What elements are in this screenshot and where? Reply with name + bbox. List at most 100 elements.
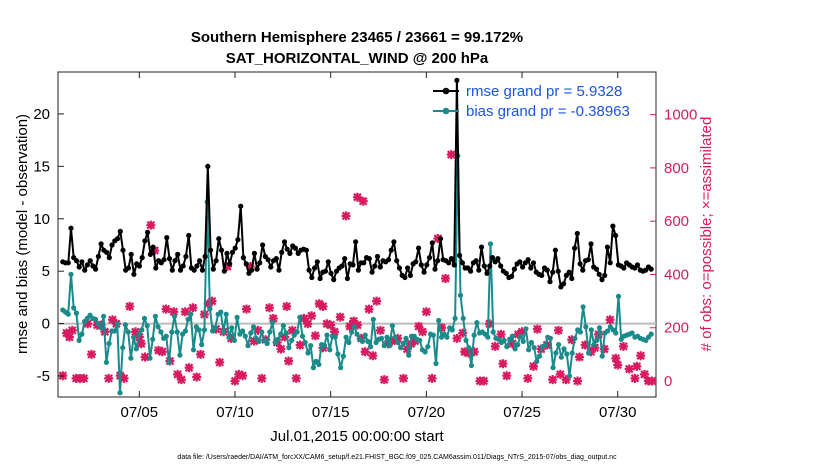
obs-marker <box>580 340 590 350</box>
rmse-point <box>114 236 121 242</box>
rmse-point <box>446 260 452 266</box>
x-tick-label: 07/05 <box>121 404 159 421</box>
obs-marker <box>157 347 167 357</box>
rmse-point <box>166 256 173 262</box>
rmse-point <box>309 274 315 281</box>
obs-marker <box>280 332 290 342</box>
rmse-point <box>183 253 189 260</box>
obs-marker <box>341 211 351 221</box>
obs-marker <box>479 376 489 386</box>
bias-point <box>335 351 341 357</box>
obs-marker <box>125 301 135 311</box>
bias-point <box>368 344 374 350</box>
bias-point <box>289 337 295 343</box>
bias-point <box>283 330 289 336</box>
obs-marker <box>427 373 437 383</box>
rmse-point <box>596 271 602 277</box>
obs-marker <box>605 315 615 325</box>
rmse-point <box>76 264 82 270</box>
obs-marker <box>307 311 317 321</box>
bias-point <box>152 313 158 319</box>
rmse-point <box>566 269 572 275</box>
rmse-point <box>648 266 654 272</box>
bias-point <box>182 328 188 334</box>
rmse-point <box>303 247 309 253</box>
rmse-point <box>238 203 244 209</box>
left-y-tick-label: 20 <box>33 106 50 123</box>
obs-marker <box>636 351 646 361</box>
rmse-point <box>205 163 211 169</box>
obs-marker <box>330 327 340 337</box>
bias-point <box>536 353 543 359</box>
obs-marker <box>310 331 320 341</box>
x-tick-label: 07/25 <box>503 404 541 421</box>
bias-point <box>324 332 330 338</box>
bias-point <box>299 333 306 339</box>
left-y-tick-label: -5 <box>37 368 50 385</box>
bias-point <box>141 315 148 321</box>
obs-marker <box>291 373 301 383</box>
rmse-point <box>169 267 175 273</box>
bias-point <box>586 350 592 356</box>
rmse-point <box>191 267 197 273</box>
right-y-tick-label: 0 <box>664 373 672 390</box>
bias-point <box>596 325 603 331</box>
bias-point <box>308 343 314 349</box>
rmse-point <box>235 237 241 243</box>
obs-marker <box>532 324 542 334</box>
rmse-point <box>366 256 372 262</box>
obs-marker <box>463 348 473 358</box>
obs-marker <box>299 313 309 323</box>
bias-point <box>286 345 292 351</box>
obs-marker <box>161 304 171 314</box>
bias-point <box>351 324 357 330</box>
rmse-point <box>377 264 383 270</box>
obs-marker <box>352 320 362 330</box>
bias-point <box>487 241 494 247</box>
rmse-point <box>577 261 583 267</box>
x-axis-label: Jul.01,2015 00:00:00 start <box>270 428 444 445</box>
rmse-point <box>131 271 137 277</box>
bias-point <box>615 293 622 299</box>
rmse-point <box>481 263 487 269</box>
obs-marker <box>418 327 428 337</box>
rmse-point <box>117 228 123 234</box>
bias-point <box>207 306 213 312</box>
x-tick-label: 07/20 <box>408 404 446 421</box>
bias-point <box>201 327 207 333</box>
obs-marker <box>295 340 305 350</box>
rmse-point <box>128 251 134 257</box>
rmse-point <box>331 277 337 283</box>
bias-point <box>365 338 371 344</box>
obs-marker <box>421 307 431 317</box>
obs-marker <box>83 319 93 329</box>
rmse-point <box>125 265 132 271</box>
rmse-point <box>120 247 126 253</box>
rmse-point <box>391 239 397 245</box>
bias-point <box>531 345 537 351</box>
rmse-point <box>342 256 348 262</box>
bias-point <box>613 330 619 336</box>
bias-point <box>561 346 567 352</box>
bias-point <box>158 329 164 335</box>
bias-point <box>155 324 161 330</box>
bias-point <box>226 334 232 340</box>
rmse-point <box>95 253 101 260</box>
obs-marker <box>502 371 512 381</box>
bias-point <box>553 350 559 356</box>
bias-point <box>542 343 548 349</box>
rmse-point <box>550 269 556 275</box>
obs-marker <box>284 356 294 366</box>
rmse-point <box>227 261 233 267</box>
bias-point <box>92 316 99 322</box>
obs-marker <box>188 303 198 313</box>
obs-marker <box>253 325 263 335</box>
obs-marker <box>180 307 190 317</box>
rmse-point <box>197 258 203 264</box>
right-y-tick-label: 800 <box>664 160 689 177</box>
obs-marker <box>173 369 183 379</box>
bias-point <box>547 335 554 341</box>
rmse-point <box>385 257 392 263</box>
rmse-point <box>268 264 274 270</box>
rmse-point <box>232 245 238 251</box>
